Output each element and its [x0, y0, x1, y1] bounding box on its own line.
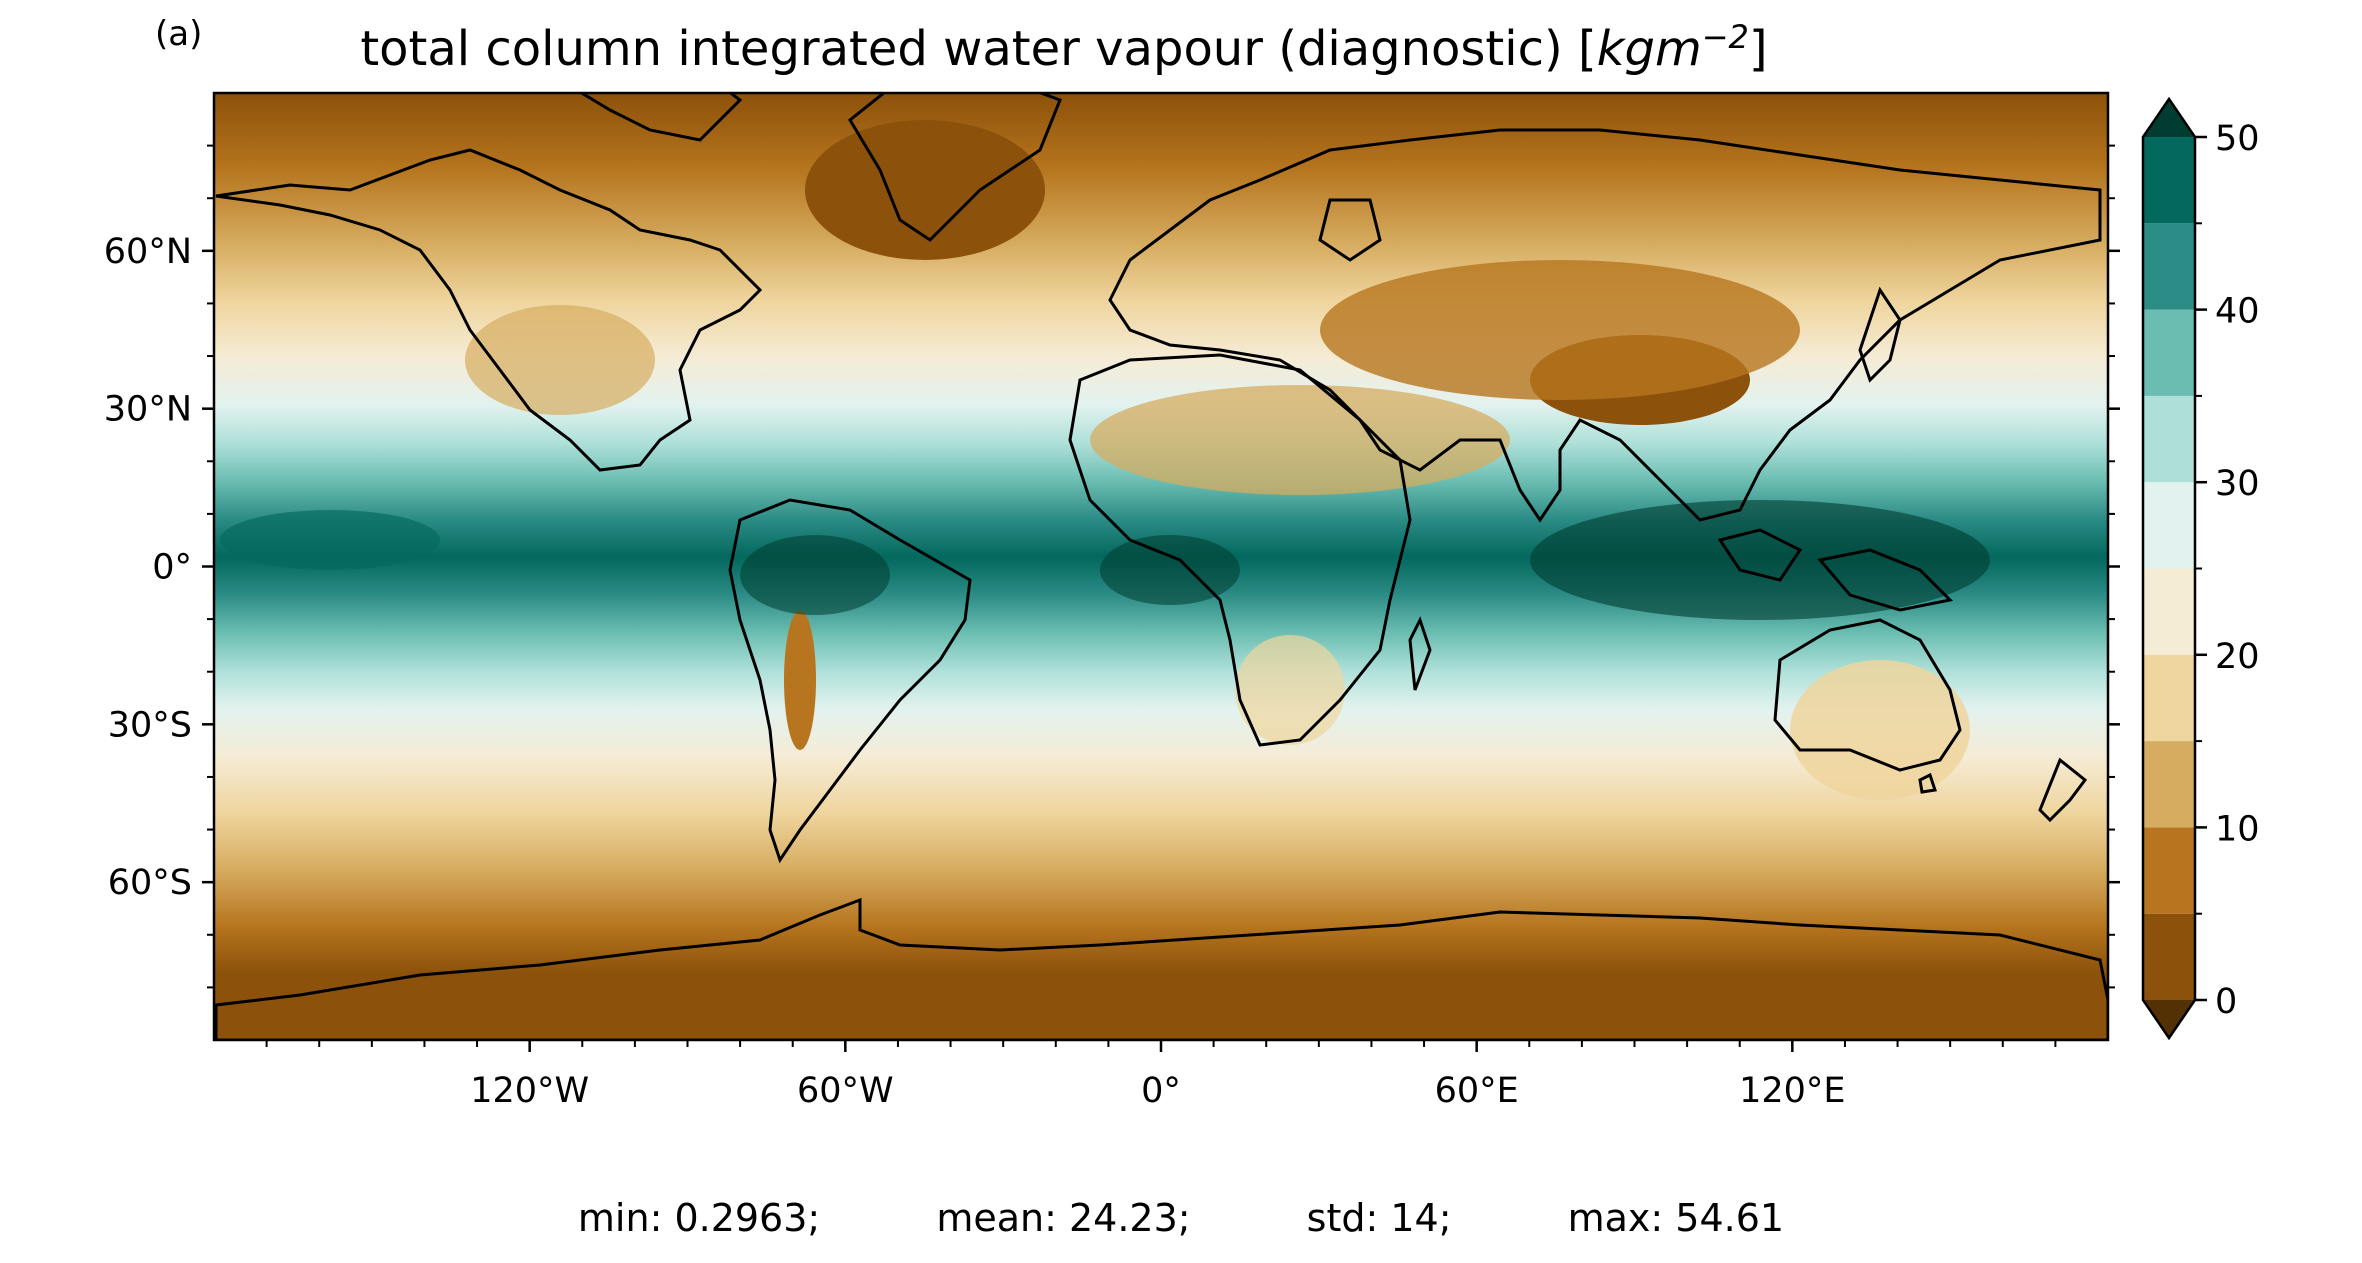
map-axes: 120°W 60°W 0° 60°E 120°E 60°N 30°N 0° 30°S 60°S	[104, 144, 2120, 1111]
title-unit: kgm	[1596, 21, 1702, 77]
x-tick-label: 60°W	[797, 1071, 894, 1111]
title-unit-close: ]	[1748, 21, 1768, 77]
title-unit-exponent: −2	[1701, 18, 1749, 56]
coastlines	[214, 93, 2108, 1040]
stat-min: min: 0.2963;	[577, 1196, 821, 1240]
x-tick-label: 60°E	[1435, 1071, 1519, 1111]
y-tick-label: 0°	[152, 548, 192, 588]
panel-label: (a)	[155, 14, 203, 54]
colorbar-band	[2143, 309, 2195, 396]
colorbar-tick-label: 30	[2215, 464, 2260, 504]
colorbar-band	[2143, 223, 2195, 310]
colorbar-over-extension	[2143, 99, 2195, 137]
y-tick-label: 30°N	[104, 390, 192, 430]
colorbar-tick-label: 40	[2215, 292, 2260, 332]
colorbar-band	[2143, 741, 2195, 828]
colorbar-tick-label: 50	[2215, 119, 2260, 159]
colorbar-band	[2143, 482, 2195, 569]
x-tick-label: 120°W	[470, 1071, 589, 1111]
title-unit-open: [	[1577, 21, 1597, 77]
colorbar-band	[2143, 827, 2195, 914]
y-tick-label: 30°S	[108, 705, 192, 745]
colorbar-band	[2143, 137, 2195, 224]
colorbar-under-extension	[2143, 1000, 2195, 1038]
colorbar-tick-label: 20	[2215, 637, 2260, 677]
title-text: total column integrated water vapour (di…	[360, 21, 1578, 77]
map-title: total column integrated water vapour (di…	[214, 18, 1914, 77]
colorbar-band	[2143, 395, 2195, 483]
stat-max: max: 54.61	[1567, 1196, 1785, 1240]
summary-statistics: min: 0.2963; mean: 24.23; std: 14; max: …	[0, 1196, 2362, 1240]
colorbar-band	[2143, 568, 2195, 655]
colorbar-band	[2143, 913, 2195, 1000]
x-tick-label: 0°	[1141, 1071, 1181, 1111]
stat-std: std: 14;	[1306, 1196, 1452, 1240]
stat-mean: mean: 24.23;	[936, 1196, 1191, 1240]
x-tick-label: 120°E	[1739, 1071, 1845, 1111]
colorbar-tick-label: 0	[2215, 982, 2237, 1022]
water-vapour-field	[214, 93, 2108, 1040]
y-tick-label: 60°S	[108, 863, 192, 903]
colorbar-band	[2143, 654, 2195, 742]
y-tick-label: 60°N	[104, 232, 192, 272]
colorbar-tick-label: 10	[2215, 809, 2260, 849]
colorbar: 0 10 20 30 40 50	[2141, 96, 2260, 1041]
